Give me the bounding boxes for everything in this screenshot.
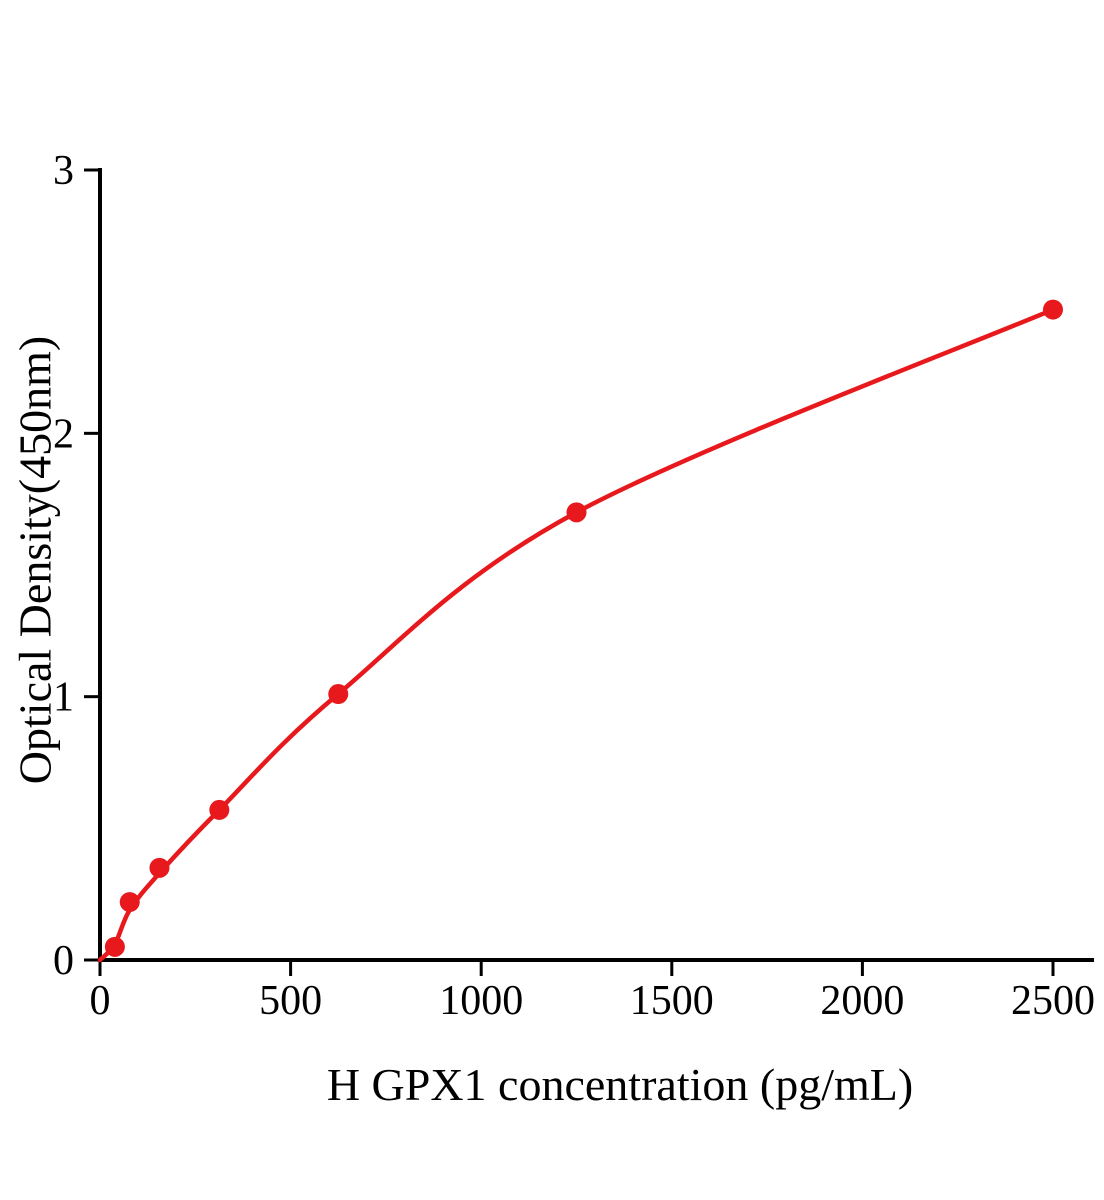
y-tick-label: 1 (53, 675, 74, 721)
data-point (104, 936, 125, 957)
y-tick-label: 0 (53, 938, 74, 984)
x-tick-label: 1000 (439, 978, 523, 1024)
data-point (328, 684, 349, 705)
x-tick-label: 500 (259, 978, 322, 1024)
data-point (119, 892, 140, 913)
data-point (566, 502, 587, 523)
data-point (149, 857, 170, 878)
data-point (1043, 299, 1063, 320)
axes (98, 168, 1094, 962)
x-tick-label: 1500 (630, 978, 714, 1024)
y-tick-label: 2 (53, 411, 74, 457)
x-tick-label: 0 (90, 978, 111, 1024)
y-axis-title: Optical Density(450nm) (9, 335, 61, 785)
y-tick-label: 3 (53, 148, 74, 194)
curve-line (97, 307, 1056, 963)
x-axis-title: H GPX1 concentration (pg/mL) (326, 1059, 914, 1110)
x-tick-label: 2500 (1011, 978, 1095, 1024)
data-point (209, 799, 230, 820)
x-tick-label: 2000 (820, 978, 904, 1024)
